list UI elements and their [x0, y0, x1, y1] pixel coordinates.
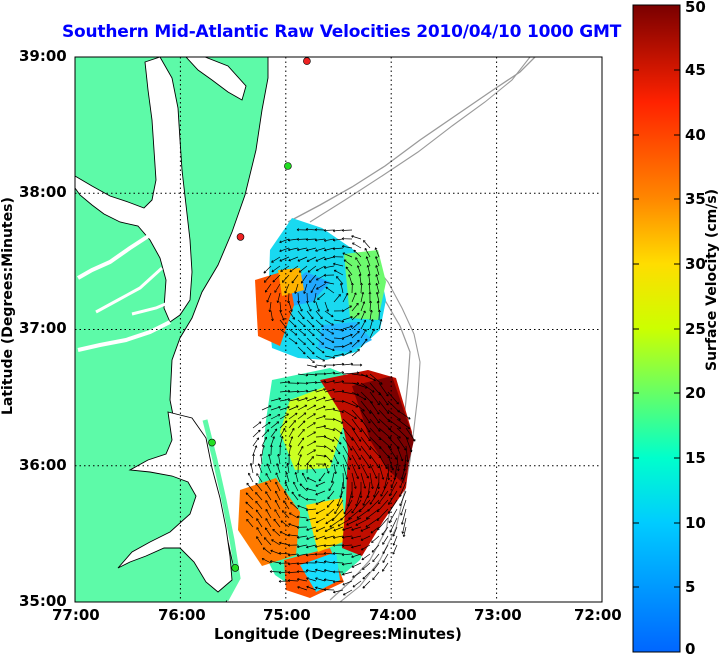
colorbar-gradient: [632, 4, 681, 653]
station-marker-inactive: [236, 233, 245, 241]
y-tick-label: 38:00: [19, 183, 67, 201]
x-tick-label: 73:00: [474, 606, 522, 624]
river-rappahannock: [95, 266, 164, 314]
colorbar-tick-label: 5: [685, 578, 696, 596]
colorbar-tick-label: 25: [685, 320, 706, 338]
colorbar-tick-label: 30: [685, 255, 706, 273]
colorbar-tick-label: 35: [685, 190, 706, 208]
colorbar-ticks: [633, 69, 680, 588]
outer-banks: [202, 419, 241, 602]
grid-lines: [75, 57, 602, 602]
velocity-vectors: [245, 227, 416, 596]
bathymetry-contour: [309, 57, 531, 223]
y-tick-label: 36:00: [19, 456, 67, 474]
x-tick-label: 74:00: [369, 606, 417, 624]
y-tick-label: 35:00: [19, 592, 67, 610]
station-marker-active: [208, 438, 216, 447]
station-marker-inactive: [303, 57, 311, 65]
y-tick-label: 39:00: [19, 47, 67, 65]
bathymetry-contour: [339, 261, 421, 602]
delaware-bay: [185, 57, 247, 101]
x-tick-label: 76:00: [158, 606, 206, 624]
station-marker-active: [231, 564, 239, 572]
colorbar-tick-label: 40: [685, 126, 706, 144]
river-york: [131, 298, 176, 316]
river-potomac: [77, 233, 152, 280]
pamlico-sound: [117, 411, 233, 593]
chart-title: Southern Mid-Atlantic Raw Velocities 201…: [62, 22, 622, 42]
colorbar-tick-label: 0: [685, 640, 696, 658]
colorbar-tick-label: 45: [685, 61, 706, 79]
colorbar-label: Surface Velocity (cm/s): [704, 188, 720, 371]
x-axis-label: Longitude (Degrees:Minutes): [214, 625, 462, 643]
y-axis-label: Latitude (Degrees:Minutes): [0, 197, 16, 415]
station-markers: [208, 57, 311, 572]
plot-frame: [74, 56, 603, 603]
station-marker-active: [284, 162, 292, 170]
colorbar-tick-label: 15: [685, 449, 706, 467]
chesapeake-bay: [75, 57, 193, 323]
colorbar-tick-label: 50: [685, 0, 706, 16]
y-tick-label: 37:00: [19, 319, 67, 337]
x-tick-label: 72:00: [574, 606, 622, 624]
x-tick-label: 75:00: [263, 606, 311, 624]
bathymetry-contour: [287, 57, 536, 223]
colorbar-tick-label: 20: [685, 384, 706, 402]
x-tick-label: 77:00: [52, 606, 100, 624]
river-james: [77, 320, 171, 352]
colorbar-tick-label: 10: [685, 514, 706, 532]
